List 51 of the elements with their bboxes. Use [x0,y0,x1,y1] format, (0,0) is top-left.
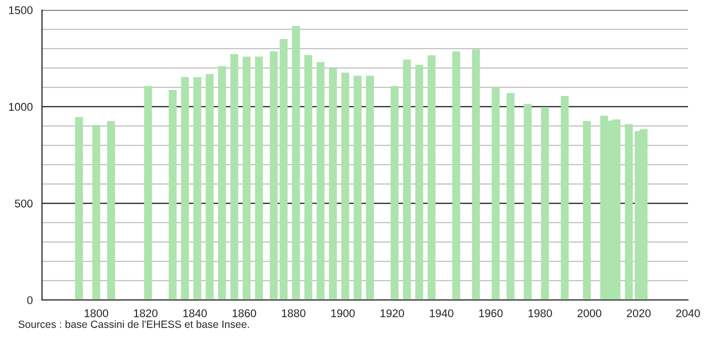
bar [428,55,436,300]
bar [144,86,152,300]
bar [75,117,83,300]
bar [541,107,549,300]
bar [181,77,189,300]
x-tick-label: 1940 [430,309,454,318]
x-tick-label: 2000 [578,309,602,318]
y-tick-label: 500 [14,200,33,208]
bar [270,51,278,300]
bar [316,62,325,300]
bar [280,39,288,300]
bar [341,72,350,300]
bar [415,64,424,300]
bar [304,55,312,300]
x-tick-label: 1960 [479,309,503,318]
x-tick-label: 1860 [232,309,256,318]
x-tick-label: 1820 [134,309,158,318]
bar [255,56,263,300]
source-note: Sources : base Cassini de l'EHESS et base Insee. [18,320,249,328]
y-tick-label: 1500 [9,6,33,14]
bar [354,76,362,300]
x-tick-label: 1840 [183,309,207,318]
bar [524,104,532,300]
bar [168,90,177,300]
x-tick-label: 1880 [282,309,306,318]
bar [242,56,251,300]
bar [92,125,100,300]
bar [206,74,214,300]
bar [366,76,374,300]
bar [560,96,569,300]
bar [107,120,115,300]
bar [492,87,500,300]
bar [390,86,399,300]
x-tick-label: 2040 [676,309,700,318]
bar [230,54,238,300]
y-tick-label: 0 [27,296,33,304]
bar [218,66,226,300]
bar [506,92,514,300]
x-tick-label: 2020 [626,309,651,318]
bar [193,77,202,300]
bar [292,26,300,300]
bar [472,49,480,300]
x-tick-label: 1920 [380,309,404,318]
bar [329,68,337,300]
bar [582,120,591,300]
x-tick-label: 1900 [331,309,355,318]
bar [452,51,460,300]
x-tick-label: 1980 [528,309,552,318]
x-tick-label: 1800 [84,309,108,318]
bar [402,60,411,300]
y-tick-label: 1000 [9,102,33,111]
